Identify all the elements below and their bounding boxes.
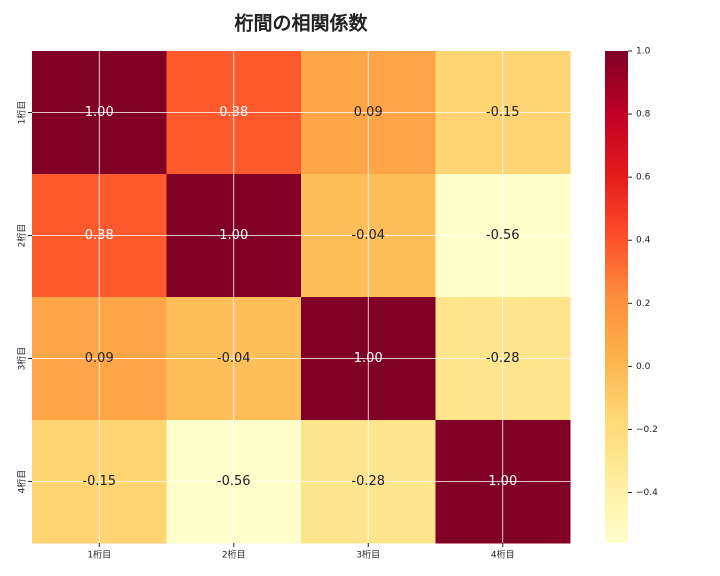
value-label: 0.38 (85, 228, 114, 243)
y-tick-label: 4桁目 (16, 470, 28, 494)
colorbar-tick-label: 0.6 (636, 173, 651, 183)
value-label: -0.04 (351, 228, 385, 243)
y-tick-label: 1桁目 (16, 101, 28, 125)
value-label: 0.38 (219, 105, 248, 120)
colorbar-tick-label: 0.4 (636, 236, 651, 246)
value-label: 1.00 (219, 228, 248, 243)
value-label: 1.00 (354, 351, 383, 366)
value-label: 1.00 (488, 474, 517, 489)
colorbar (605, 51, 628, 543)
value-label: -0.15 (82, 474, 116, 489)
colorbar-tick-label: −0.2 (636, 425, 658, 435)
value-label: 0.09 (354, 105, 383, 120)
chart-title: 桁間の相関係数 (234, 12, 368, 35)
value-label: -0.04 (217, 351, 251, 366)
x-tick-label: 2桁目 (222, 549, 246, 561)
colorbar-tick-label: 1.0 (636, 47, 651, 57)
x-tick-label: 4桁目 (491, 549, 515, 561)
y-tick-label: 2桁目 (16, 224, 28, 248)
y-tick-label: 3桁目 (16, 347, 28, 371)
colorbar-tick-label: 0.0 (636, 362, 651, 372)
value-label: -0.28 (486, 351, 520, 366)
value-label: 0.09 (85, 351, 114, 366)
value-label: -0.15 (486, 105, 520, 120)
value-label: -0.28 (351, 474, 385, 489)
x-tick-label: 3桁目 (356, 549, 380, 561)
colorbar-tick-label: −0.4 (636, 488, 658, 498)
colorbar-tick-label: 0.8 (636, 110, 651, 120)
value-label: -0.56 (486, 228, 520, 243)
colorbar-tick-label: 0.2 (636, 299, 650, 309)
value-label: 1.00 (85, 105, 114, 120)
x-tick-label: 1桁目 (87, 549, 111, 561)
value-label: -0.56 (217, 474, 251, 489)
